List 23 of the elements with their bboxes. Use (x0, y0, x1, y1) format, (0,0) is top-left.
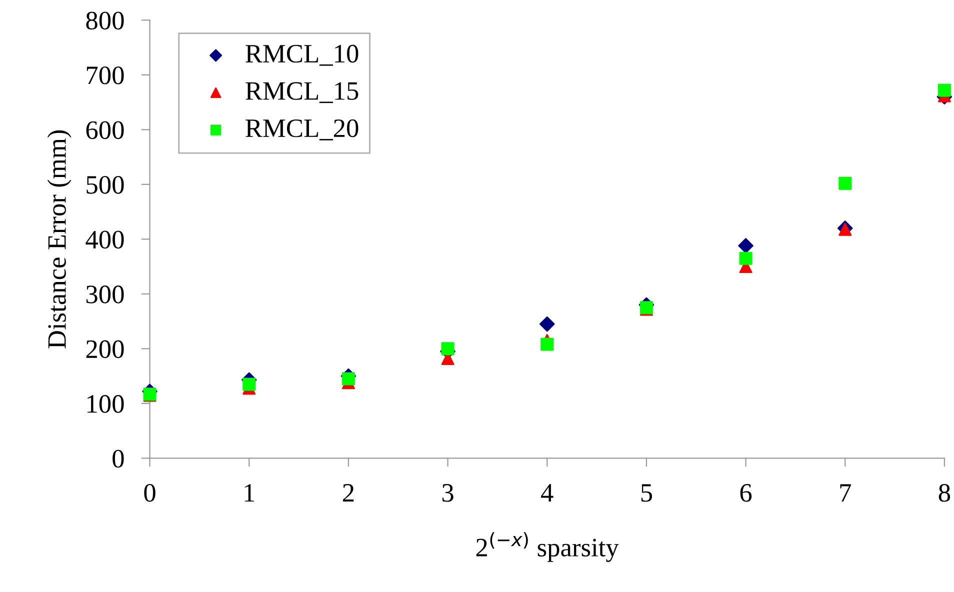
y-tick-label: 400 (86, 230, 124, 249)
y-tick-label: 0 (112, 450, 124, 468)
y-tick-label: 200 (86, 340, 124, 358)
x-tick-label: 3 (442, 484, 454, 502)
x-tick-label: 5 (641, 484, 652, 502)
x-axis-title: 2$^{(−x)}$ sparsity (476, 532, 619, 562)
y-tick-label: 100 (88, 395, 124, 413)
y-axis-title: Distance Error (mm) (47, 130, 72, 348)
x-tick-label: 4 (541, 484, 554, 502)
x-tick-label: 8 (938, 484, 950, 502)
x-tick-label: 0 (144, 484, 156, 502)
x-tick-label: 2 (343, 484, 354, 502)
legend-label: RMCL_15 (246, 82, 358, 104)
y-tick-label: 800 (86, 12, 124, 30)
x-tick-label: 7 (840, 484, 851, 502)
x-tick-label: 6 (740, 484, 752, 502)
legend-label: RMCL_20 (246, 119, 358, 140)
y-tick-label: 700 (86, 66, 124, 84)
y-tick-label: 600 (86, 121, 124, 140)
legend-label: RMCL_10 (246, 44, 358, 66)
x-tick-label: 1 (244, 484, 254, 502)
y-tick-label: 300 (86, 286, 124, 304)
y-tick-label: 500 (86, 176, 124, 194)
